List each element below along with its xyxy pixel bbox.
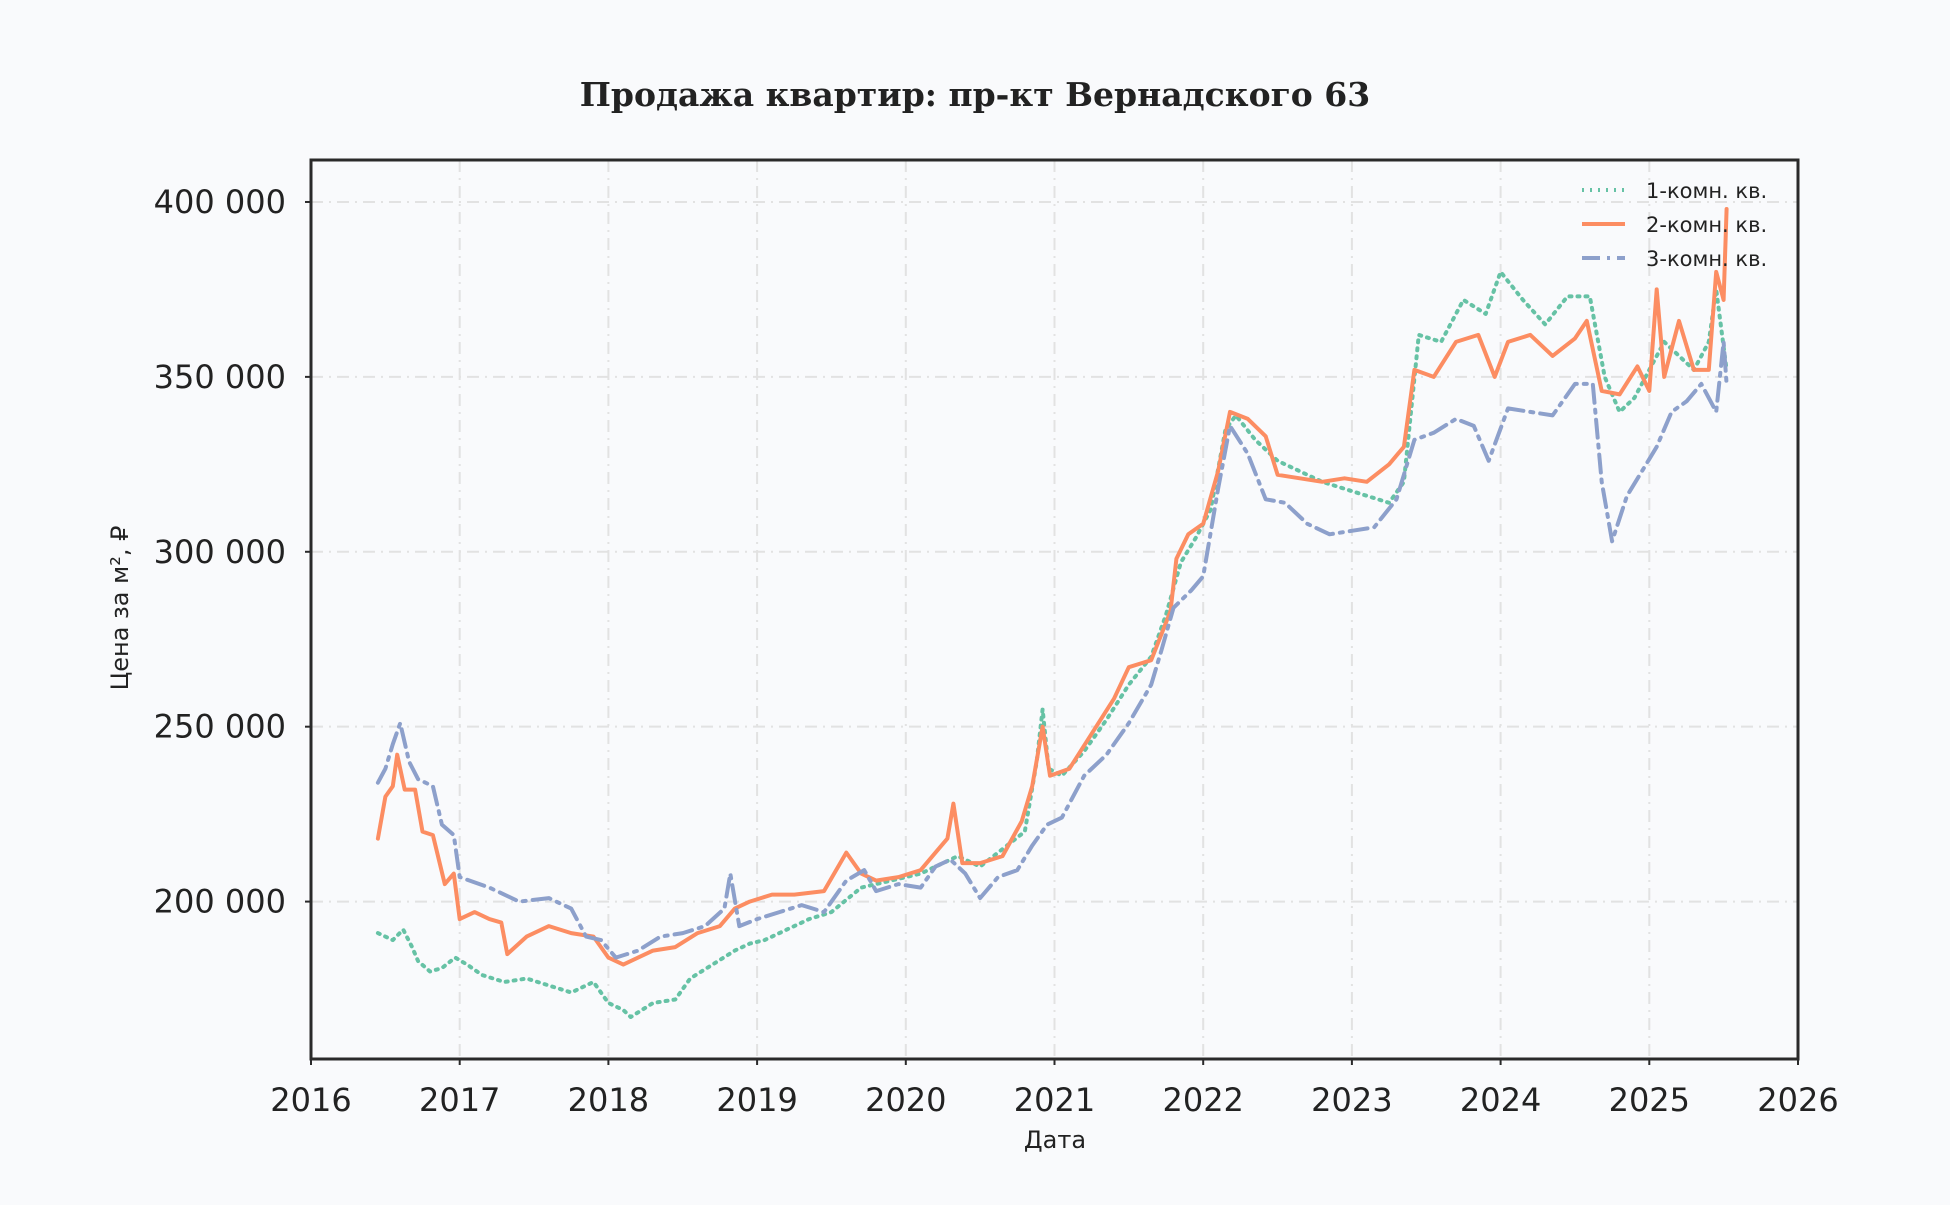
x-tick-label: 2025 <box>1609 1081 1690 1119</box>
legend: 1-комн. кв. 2-комн. кв. 3-комн. кв. <box>1582 179 1767 271</box>
x-tick-label: 2018 <box>568 1081 649 1119</box>
x-tick-label: 2021 <box>1014 1081 1095 1119</box>
chart-title: Продажа квартир: пр-кт Вернадского 63 <box>580 75 1370 114</box>
x-axis-ticks: 2016 2017 2018 2019 2020 2021 2022 2023 2024 2025… <box>270 1059 1839 1119</box>
x-tick-label: 2019 <box>716 1081 797 1119</box>
x-axis-label: Дата <box>1024 1126 1086 1154</box>
y-tick-label: 400 000 <box>154 183 286 221</box>
x-tick-label: 2022 <box>1162 1081 1243 1119</box>
y-tick-label: 200 000 <box>154 883 286 921</box>
legend-label: 3-комн. кв. <box>1646 247 1767 271</box>
x-tick-label: 2023 <box>1311 1081 1392 1119</box>
series-line-3 <box>375 339 1729 960</box>
y-axis-label: Цена за м², ₽ <box>106 526 134 691</box>
y-tick-label: 350 000 <box>154 358 286 396</box>
x-tick-label: 2026 <box>1757 1081 1838 1119</box>
x-tick-label: 2016 <box>270 1081 351 1119</box>
x-tick-label: 2017 <box>419 1081 500 1119</box>
x-tick-label: 2020 <box>865 1081 946 1119</box>
y-tick-label: 300 000 <box>154 533 286 571</box>
legend-label: 2-комн. кв. <box>1646 213 1767 237</box>
series-line-2 <box>375 207 1729 967</box>
y-tick-label: 250 000 <box>154 708 286 746</box>
series-lines <box>375 207 1729 1019</box>
x-tick-label: 2024 <box>1460 1081 1541 1119</box>
legend-label: 1-комн. кв. <box>1646 179 1767 203</box>
y-axis-ticks: 200 000 250 000 300 000 350 000 400 000 <box>154 183 311 921</box>
